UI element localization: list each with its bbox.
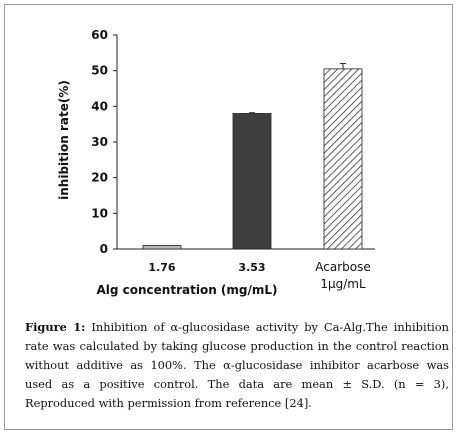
y-tick-label: 20 bbox=[91, 171, 108, 185]
bar-2 bbox=[232, 113, 272, 250]
caption-label: Figure 1: bbox=[25, 320, 86, 334]
y-tick-label: 40 bbox=[91, 99, 108, 113]
y-tick-label: 30 bbox=[91, 135, 108, 149]
bar-chart: 0 10 20 30 40 50 60 1.76 3.53 Acarbose 1μg/mL inh… bbox=[57, 28, 375, 297]
x-axis-title: Alg concentration (mg/mL) bbox=[96, 283, 277, 297]
figure-frame: 0 10 20 30 40 50 60 1.76 3.53 Acarbose 1μg/mL inh… bbox=[4, 4, 453, 430]
y-tick-label: 10 bbox=[91, 206, 108, 220]
caption-text: Inhibition of α-glucosidase activity by … bbox=[25, 320, 449, 410]
y-tick-label: 50 bbox=[91, 64, 108, 78]
y-tick-label: 0 bbox=[100, 242, 108, 256]
x-axis-labels: 1.76 3.53 Acarbose 1μg/mL bbox=[148, 260, 370, 291]
x-tick-label: 1μg/mL bbox=[320, 277, 366, 291]
figure-caption: Figure 1: Inhibition of α-glucosidase ac… bbox=[25, 318, 449, 413]
x-tick-label: 1.76 bbox=[148, 261, 175, 274]
y-tick-label: 60 bbox=[91, 28, 108, 42]
bar-1 bbox=[142, 245, 182, 250]
y-axis-title: inhibition rate(%) bbox=[57, 80, 71, 200]
bars bbox=[142, 63, 363, 250]
bar-3 bbox=[323, 68, 363, 250]
x-tick-label: 3.53 bbox=[238, 261, 265, 274]
y-axis: 0 10 20 30 40 50 60 bbox=[91, 28, 375, 256]
x-tick-label: Acarbose bbox=[315, 260, 370, 274]
